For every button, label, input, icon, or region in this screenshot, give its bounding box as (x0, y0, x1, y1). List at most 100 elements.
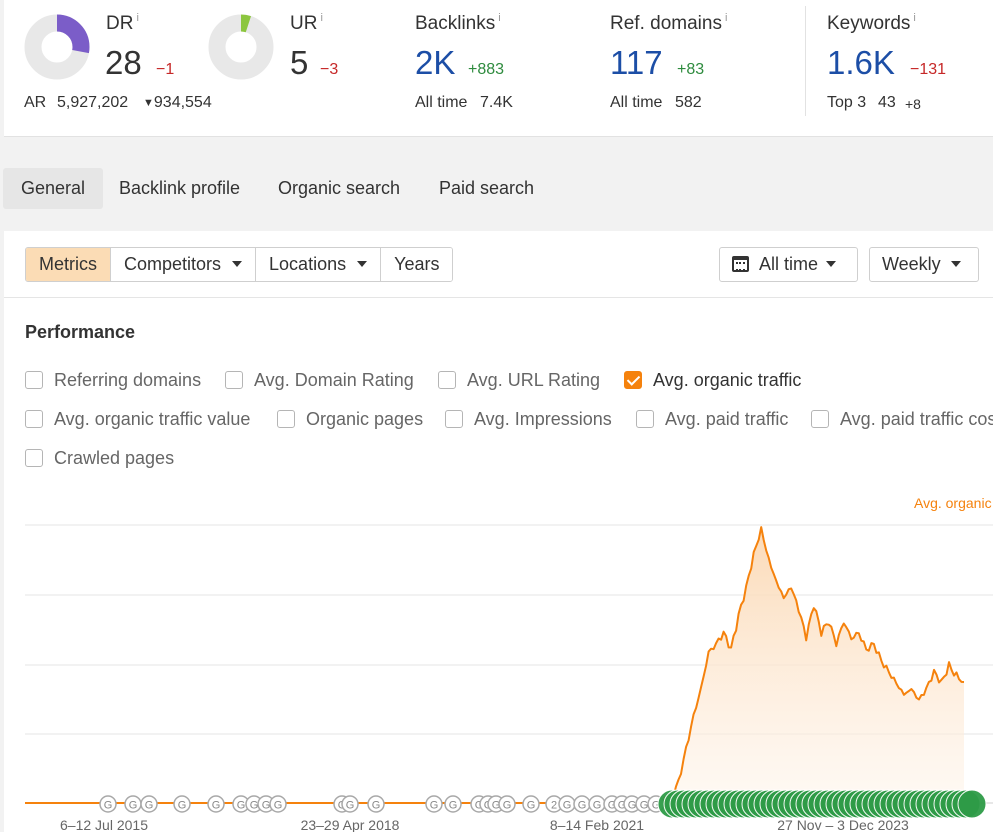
checkbox-avg-organic-traffic-value[interactable]: Avg. organic traffic value (25, 409, 250, 431)
metric-ref-domains[interactable]: Ref. domains i 117 +83 All time 582 (599, 0, 799, 120)
google-update-marker (957, 789, 987, 819)
checkbox-box[interactable] (636, 410, 654, 428)
checkbox-box[interactable] (225, 371, 243, 389)
backlinks-value: 2K (415, 44, 456, 81)
google-update-marker-glyph: G (104, 800, 113, 812)
google-update-marker-glyph: G (492, 800, 501, 812)
triangle-down-icon: ▼ (143, 97, 154, 109)
ar-label: AR (24, 94, 47, 111)
toolbar-divider (4, 297, 993, 298)
checkbox-referring-domains[interactable]: Referring domains (25, 370, 201, 392)
segment-years[interactable]: Years (381, 248, 453, 281)
google-update-marker-glyph: G (618, 800, 627, 812)
checkbox-box[interactable] (277, 410, 295, 428)
checkbox-organic-pages[interactable]: Organic pages (277, 409, 423, 431)
ref-domains-label: Ref. domains i (610, 12, 728, 34)
calendar-icon (732, 256, 749, 272)
google-update-marker-glyph: G (475, 800, 484, 812)
tab-general[interactable]: General (3, 168, 103, 209)
google-update-marker-glyph: G (145, 800, 154, 812)
checkbox-box[interactable] (25, 449, 43, 467)
metric-ur[interactable]: UR i 5 −3 (204, 0, 394, 90)
checkbox-avg-impressions[interactable]: Avg. Impressions (445, 409, 612, 431)
view-segmented-control: Metrics Competitors Locations Years (25, 247, 454, 282)
checkbox-box[interactable] (438, 371, 456, 389)
google-update-marker (522, 795, 540, 813)
checkmark-icon[interactable] (624, 371, 642, 389)
tab-organic-search[interactable]: Organic search (278, 178, 401, 198)
keywords-sub-change: +8 (905, 96, 921, 112)
checkbox-avg-domain-rating[interactable]: Avg. Domain Rating (225, 370, 414, 392)
segment-metrics[interactable]: Metrics (26, 248, 111, 281)
info-icon[interactable]: i (498, 12, 501, 24)
metric-backlinks[interactable]: Backlinks i 2K +883 All time 7.4K (404, 0, 594, 120)
dr-value: 28 (105, 44, 142, 81)
metrics-divider (805, 6, 806, 116)
chart-legend[interactable]: Avg. organic traffic (914, 495, 993, 511)
metric-dr[interactable]: DR i 28 −1 (4, 0, 204, 120)
x-axis-label: 27 Nov – 3 Dec 2023 (777, 817, 909, 832)
metrics-header: DR i 28 −1 AR 5,927,202 ▼934,554 UR i 5 −3… (4, 0, 993, 137)
google-update-marker (498, 795, 516, 813)
performance-title: Performance (25, 322, 136, 342)
google-update-marker-glyph: G (640, 800, 649, 812)
ref-domains-value: 117 (610, 44, 663, 81)
tab-paid-search[interactable]: Paid search (439, 178, 535, 198)
x-axis-label: 6–12 Jul 2015 (60, 817, 148, 832)
info-icon[interactable]: i (724, 12, 728, 24)
performance-chart[interactable]: GGGGGGGGGGGGGGGGGGG2GGGGGGGG 6–12 Jul 20… (4, 231, 993, 832)
checkbox-avg-url-rating[interactable]: Avg. URL Rating (438, 370, 600, 392)
google-update-marker-glyph: G (346, 800, 355, 812)
backlinks-label: Backlinks i (415, 12, 501, 34)
google-update-marker-glyph: G (178, 800, 187, 812)
interval-dropdown[interactable]: Weekly (869, 247, 979, 282)
x-axis-label: 8–14 Feb 2021 (550, 817, 644, 832)
metric-ar[interactable]: AR 5,927,202 ▼934,554 (4, 90, 234, 116)
chevron-down-icon (357, 261, 368, 267)
google-update-marker-glyph: G (372, 800, 381, 812)
checkbox-box[interactable] (811, 410, 829, 428)
google-update-marker-glyph: G (527, 800, 536, 812)
checkbox-box[interactable] (25, 410, 43, 428)
info-icon[interactable]: i (913, 12, 916, 24)
ur-ring (208, 14, 274, 80)
checkbox-box[interactable] (445, 410, 463, 428)
dr-label: DR i (106, 12, 139, 34)
chevron-down-icon (950, 261, 961, 267)
google-update-marker (341, 795, 359, 813)
checkbox-box[interactable] (25, 371, 43, 389)
info-icon[interactable]: i (320, 12, 323, 24)
x-axis-labels: 6–12 Jul 2015 23–29 Apr 2018 8–14 Feb 2021… (60, 817, 909, 832)
x-axis-label: 23–29 Apr 2018 (301, 817, 400, 832)
google-update-marker (173, 795, 191, 813)
date-range-dropdown[interactable]: All time (719, 247, 858, 282)
google-update-marker (99, 795, 117, 813)
checkbox-avg-organic-traffic[interactable]: Avg. organic traffic (624, 370, 801, 392)
google-update-marker (207, 795, 225, 813)
checkbox-crawled-pages[interactable]: Crawled pages (25, 448, 174, 470)
series-area-avg-organic-traffic (25, 527, 964, 803)
google-update-marker-glyph: G (578, 800, 587, 812)
segment-competitors[interactable]: Competitors (111, 248, 257, 281)
ur-ring-fill (208, 14, 274, 80)
google-update-marker-glyph: G (212, 800, 221, 812)
ref-domains-change: +83 (677, 61, 705, 78)
google-update-marker (269, 795, 287, 813)
chevron-down-icon (232, 261, 243, 267)
checkbox-avg-paid-traffic[interactable]: Avg. paid traffic (636, 409, 788, 431)
google-update-marker-glyph: G (129, 800, 138, 812)
keywords-value: 1.6K (827, 44, 895, 81)
google-update-marker-glyph: G (449, 800, 458, 812)
metric-keywords[interactable]: Keywords i 1.6K −131 Top 3 43 +8 (814, 0, 993, 120)
info-icon[interactable]: i (136, 12, 139, 24)
ref-domains-sub-value: 582 (675, 94, 702, 111)
tab-backlink-profile[interactable]: Backlink profile (119, 178, 241, 198)
ref-domains-sub-label: All time (610, 94, 663, 111)
google-update-marker-glyph: G (503, 800, 512, 812)
segment-locations[interactable]: Locations (256, 248, 382, 281)
checkbox-avg-paid-traffic-cost[interactable]: Avg. paid traffic cost (811, 409, 993, 431)
google-update-markers: GGGGGGGGGGGGGGGGGGG2GGGGGGGG (99, 789, 987, 819)
google-update-marker-glyph: 2 (551, 800, 557, 812)
backlinks-sub-label: All time (415, 94, 468, 111)
